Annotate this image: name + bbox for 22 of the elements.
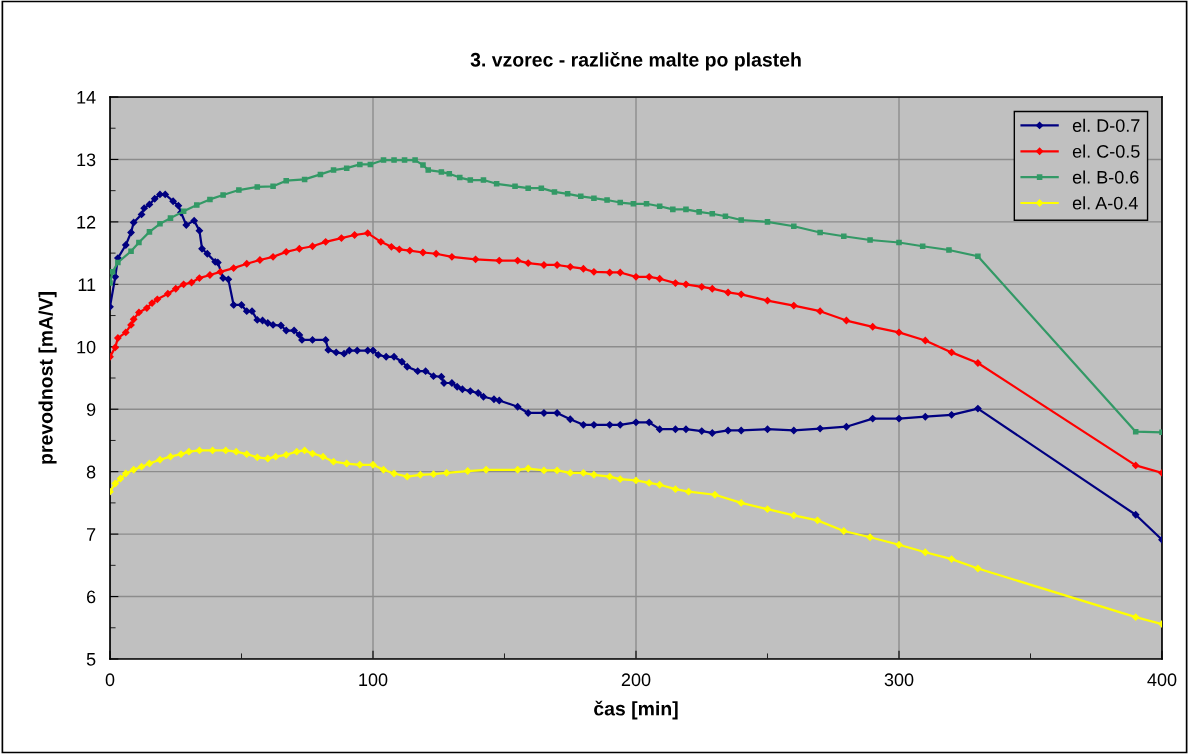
y-tick-label: 7 [87, 528, 96, 541]
chart-title: 3. vzorec - različne malte po plasteh [470, 51, 801, 71]
legend-label: el. D-0.7 [1072, 118, 1140, 132]
y-tick-label: 9 [86, 403, 96, 416]
y-tick-label: 11 [78, 278, 96, 291]
y-tick-label: 8 [86, 465, 96, 479]
y-tick-label: 13 [77, 153, 96, 167]
x-axis-title: čas [min] [594, 700, 678, 720]
y-axis-title: prevodnost [mA/V] [38, 292, 57, 464]
x-tick-label: 0 [105, 673, 115, 687]
x-tick-label: 300 [884, 673, 914, 687]
y-tick-label: 12 [77, 215, 96, 229]
legend-label: el. B-0.6 [1072, 170, 1139, 184]
y-tick-label: 6 [86, 590, 96, 604]
x-tick-label: 200 [621, 673, 651, 687]
x-tick-label: 400 [1147, 673, 1177, 687]
y-tick-label: 10 [77, 340, 96, 354]
y-tick-label: 14 [77, 91, 96, 104]
y-tick-label: 5 [86, 653, 96, 666]
x-tick-label: 100 [359, 673, 388, 687]
legend-label: el. A-0.4 [1072, 196, 1138, 210]
legend-label: el. C-0.5 [1072, 144, 1140, 158]
